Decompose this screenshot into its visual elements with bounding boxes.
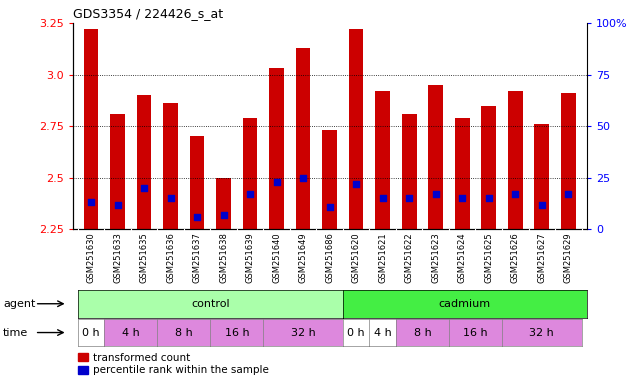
- Point: [510, 191, 521, 197]
- Point: [351, 181, 362, 187]
- Text: 8 h: 8 h: [413, 328, 432, 338]
- Text: time: time: [3, 328, 28, 338]
- Bar: [163, 103, 178, 229]
- Point: [245, 191, 255, 197]
- Text: GSM251622: GSM251622: [404, 232, 414, 283]
- Text: GSM251630: GSM251630: [86, 232, 96, 283]
- Bar: [216, 178, 231, 229]
- Bar: [349, 29, 363, 229]
- Text: GSM251624: GSM251624: [457, 232, 467, 283]
- Text: 16 h: 16 h: [225, 328, 249, 338]
- Text: 16 h: 16 h: [463, 328, 488, 338]
- Text: 32 h: 32 h: [291, 328, 316, 338]
- Bar: [296, 48, 310, 229]
- Text: 4 h: 4 h: [374, 328, 392, 338]
- Text: cadmium: cadmium: [439, 299, 491, 309]
- Bar: [561, 93, 575, 229]
- Point: [218, 212, 228, 218]
- Point: [192, 214, 202, 220]
- Bar: [110, 114, 125, 229]
- Point: [484, 195, 494, 201]
- Text: GSM251625: GSM251625: [484, 232, 493, 283]
- Bar: [190, 136, 204, 229]
- Text: agent: agent: [3, 299, 35, 309]
- Text: GDS3354 / 224426_s_at: GDS3354 / 224426_s_at: [73, 7, 223, 20]
- Text: 0 h: 0 h: [82, 328, 100, 338]
- Point: [537, 202, 547, 208]
- Text: control: control: [191, 299, 230, 309]
- Bar: [455, 118, 469, 229]
- Text: GSM251626: GSM251626: [510, 232, 520, 283]
- Text: GSM251623: GSM251623: [431, 232, 440, 283]
- Bar: [243, 118, 257, 229]
- Bar: [322, 130, 337, 229]
- Bar: [481, 106, 496, 229]
- Point: [378, 195, 388, 201]
- Point: [324, 204, 334, 210]
- Point: [298, 175, 308, 181]
- Point: [165, 195, 175, 201]
- Text: GSM251686: GSM251686: [325, 232, 334, 283]
- Bar: [375, 91, 390, 229]
- Bar: [84, 29, 98, 229]
- Text: GSM251627: GSM251627: [537, 232, 546, 283]
- Bar: [534, 124, 549, 229]
- Legend: transformed count, percentile rank within the sample: transformed count, percentile rank withi…: [78, 353, 269, 375]
- Point: [457, 195, 468, 201]
- Text: GSM251636: GSM251636: [166, 232, 175, 283]
- Bar: [137, 95, 151, 229]
- Text: GSM251637: GSM251637: [192, 232, 202, 283]
- Point: [112, 202, 122, 208]
- Text: GSM251621: GSM251621: [378, 232, 387, 283]
- Text: GSM251635: GSM251635: [139, 232, 149, 283]
- Text: 0 h: 0 h: [348, 328, 365, 338]
- Text: GSM251640: GSM251640: [272, 232, 281, 283]
- Bar: [508, 91, 522, 229]
- Text: GSM251638: GSM251638: [219, 232, 228, 283]
- Text: 4 h: 4 h: [122, 328, 139, 338]
- Text: 8 h: 8 h: [175, 328, 193, 338]
- Point: [431, 191, 441, 197]
- Text: 32 h: 32 h: [529, 328, 554, 338]
- Point: [271, 179, 281, 185]
- Point: [404, 195, 415, 201]
- Point: [139, 185, 149, 191]
- Bar: [428, 85, 443, 229]
- Text: GSM251629: GSM251629: [563, 232, 573, 283]
- Bar: [402, 114, 416, 229]
- Text: GSM251620: GSM251620: [351, 232, 361, 283]
- Point: [563, 191, 574, 197]
- Text: GSM251649: GSM251649: [298, 232, 308, 283]
- Bar: [269, 68, 284, 229]
- Text: GSM251633: GSM251633: [113, 232, 122, 283]
- Point: [86, 199, 96, 205]
- Text: GSM251639: GSM251639: [245, 232, 255, 283]
